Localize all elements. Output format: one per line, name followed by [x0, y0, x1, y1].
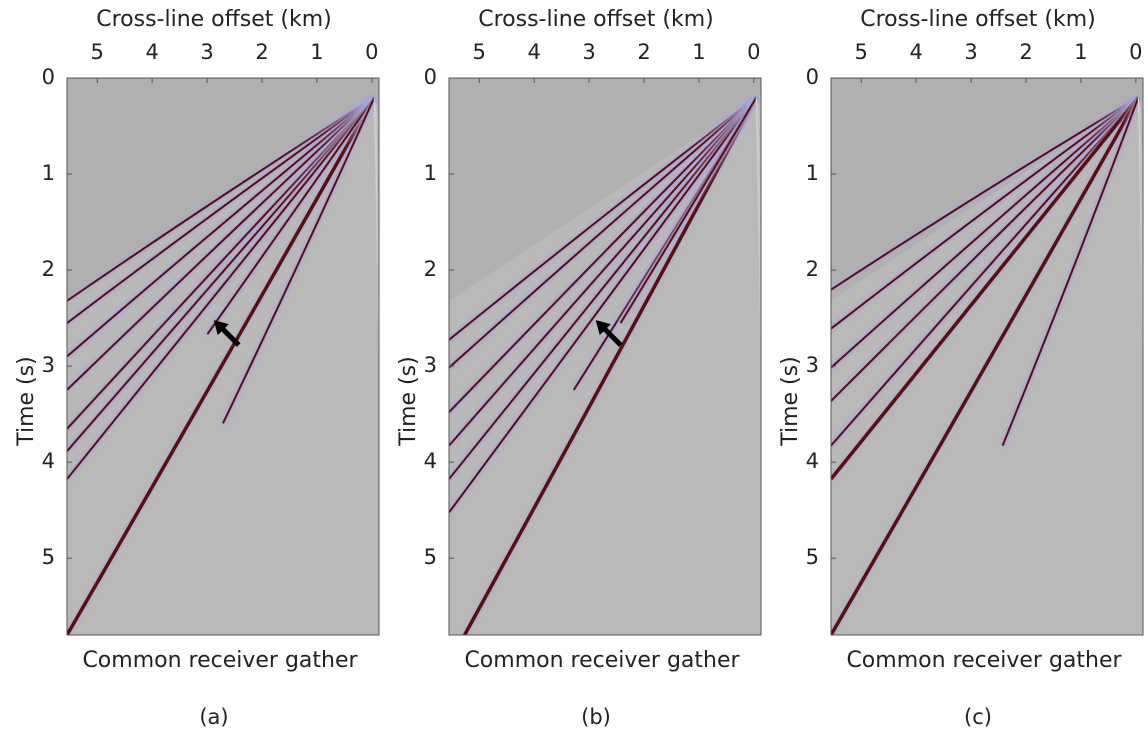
arrow: [601, 326, 623, 347]
y-tick-label: 5: [42, 545, 55, 569]
x-tick-label: 0: [1129, 40, 1142, 64]
x-tick-label: 2: [1019, 40, 1032, 64]
event: [67, 96, 376, 480]
event: [67, 96, 375, 358]
event: [1001, 97, 1140, 446]
arrow-head: [595, 320, 611, 336]
x-tick-label: 3: [964, 40, 977, 64]
event: [831, 96, 1139, 369]
upper-zone: [449, 78, 761, 301]
event: [831, 96, 1140, 402]
event: [831, 96, 1140, 635]
y-axis-title: Time (s): [396, 356, 421, 446]
event: [831, 96, 1139, 291]
y-tick-label: 5: [424, 545, 437, 569]
x-tick-label: 4: [527, 40, 540, 64]
noise-event: [1137, 97, 1143, 357]
x-tick-label: 3: [582, 40, 595, 64]
plot-frame: [448, 77, 762, 636]
x-axis-label: Common receiver gather: [846, 648, 1122, 673]
event: [619, 96, 758, 324]
panel-caption: (a): [199, 705, 228, 729]
panel: 5 4 3 2 1 0 0 1 2 3 4 5 Cross-line offset (km) Time (…: [14, 7, 380, 729]
y-tick-label: 4: [424, 449, 437, 473]
x-axis-title: Cross-line offset (km): [478, 7, 714, 32]
y-tick-label: 1: [42, 161, 55, 185]
y-tick-label: 4: [806, 449, 819, 473]
x-tick-label: 1: [310, 40, 323, 64]
y-axis-title: Time (s): [778, 356, 803, 446]
y-tick-label: 0: [42, 65, 55, 89]
x-tick-label: 5: [855, 40, 868, 64]
seismic-image: [67, 78, 379, 635]
x-axis-label: Common receiver gather: [82, 648, 358, 673]
event: [67, 96, 375, 324]
x-tick-label: 2: [637, 40, 650, 64]
event: [206, 96, 376, 335]
plot-frame: [830, 77, 1144, 636]
panel: 5 4 3 2 1 0 0 1 2 3 4 5 Cross-line offset (km) Time (…: [778, 7, 1144, 729]
y-tick-label: 3: [806, 353, 819, 377]
x-tick-label: 1: [1074, 40, 1087, 64]
y-tick-label: 2: [424, 257, 437, 281]
arrow-head: [213, 320, 229, 336]
y-axis-title: Time (s): [14, 356, 39, 446]
x-tick-label: 4: [145, 40, 158, 64]
event: [449, 96, 758, 514]
event: [67, 96, 376, 391]
x-tick-label: 5: [473, 40, 486, 64]
event: [67, 96, 376, 635]
x-tick-label: 0: [747, 40, 760, 64]
x-axis-title: Cross-line offset (km): [96, 7, 332, 32]
y-tick-label: 3: [424, 353, 437, 377]
event: [463, 96, 758, 635]
y-tick-label: 0: [424, 65, 437, 89]
x-tick-label: 5: [91, 40, 104, 64]
seismic-image: [831, 78, 1143, 635]
y-tick-label: 4: [42, 449, 55, 473]
x-tick-label: 1: [692, 40, 705, 64]
event: [222, 97, 376, 424]
y-tick-label: 2: [806, 257, 819, 281]
x-tick-label: 2: [255, 40, 268, 64]
arrow: [219, 326, 241, 347]
y-tick-label: 2: [42, 257, 55, 281]
x-axis-title: Cross-line offset (km): [860, 7, 1096, 32]
y-tick-label: 0: [806, 65, 819, 89]
x-tick-label: 0: [365, 40, 378, 64]
y-tick-label: 5: [806, 545, 819, 569]
x-tick-label: 4: [909, 40, 922, 64]
y-tick-label: 1: [424, 161, 437, 185]
plot-frame: [66, 77, 380, 636]
y-tick-label: 1: [806, 161, 819, 185]
y-tick-label: 3: [42, 353, 55, 377]
x-tick-label: 3: [200, 40, 213, 64]
panel: 5 4 3 2 1 0 0 1 2 3 4 5 Cross-line offset (km) Time (…: [396, 7, 762, 729]
x-axis-label: Common receiver gather: [464, 648, 740, 673]
panel-caption: (c): [964, 705, 992, 729]
event: [831, 96, 1139, 330]
event: [831, 96, 1140, 481]
noise-event: [755, 97, 761, 357]
seismic-image: [449, 78, 761, 635]
noise-event: [373, 97, 379, 357]
panel-caption: (b): [581, 705, 611, 729]
event: [449, 96, 757, 369]
